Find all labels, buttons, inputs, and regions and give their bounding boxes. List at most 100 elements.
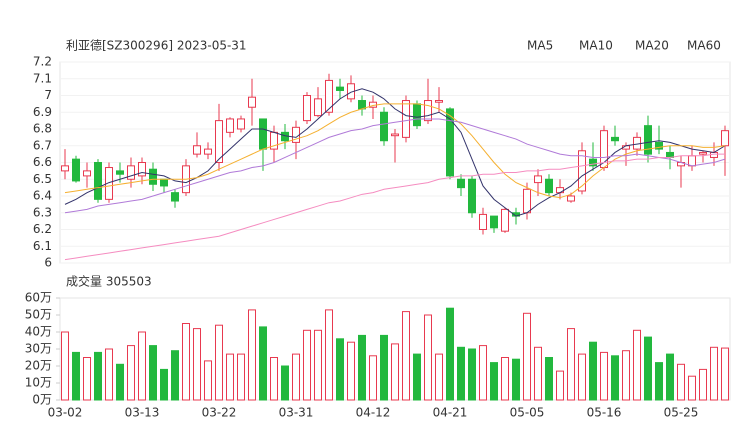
volume-bar — [127, 345, 135, 401]
candle-body — [237, 118, 245, 130]
volume-bar — [182, 323, 190, 401]
volume-bar — [721, 347, 729, 401]
volume-bar — [347, 341, 355, 401]
volume-bar — [699, 368, 707, 401]
volume-bar — [589, 341, 597, 401]
candle-body — [248, 96, 256, 108]
candle-body — [468, 178, 476, 214]
volume-bar — [292, 353, 300, 401]
y-tick-label: 6.4 — [33, 189, 52, 203]
candle-body — [204, 148, 212, 155]
volume-bar — [688, 375, 696, 401]
volume-bar — [94, 351, 102, 401]
volume-bar — [369, 355, 377, 401]
legend-label: MA5 — [527, 39, 553, 53]
candle-body — [127, 165, 135, 180]
candle-body — [435, 100, 443, 103]
x-tick-label: 04-12 — [356, 406, 391, 420]
volume-bar — [226, 353, 234, 401]
y-tick-label: 6.6 — [33, 155, 52, 169]
volume-bar — [710, 346, 718, 401]
volume-bar — [578, 353, 586, 401]
y-tick-label: 6.7 — [33, 138, 52, 152]
volume-bar — [622, 350, 630, 401]
y-tick-label: 50万 — [25, 308, 52, 322]
y-tick-label: 6.5 — [33, 172, 52, 186]
candle-body — [380, 111, 388, 142]
volume-bar — [314, 329, 322, 401]
y-tick-label: 7.2 — [33, 55, 52, 69]
candle-body — [457, 178, 465, 189]
volume-bar — [523, 312, 531, 401]
candle-body — [94, 162, 102, 200]
volume-bar — [512, 358, 520, 401]
candle-body — [490, 215, 498, 229]
y-tick-label: 6.2 — [33, 222, 52, 236]
x-tick-label: 04-21 — [433, 406, 468, 420]
candle-body — [171, 192, 179, 202]
volume-bar — [303, 329, 311, 401]
candle-body — [336, 86, 344, 91]
candle-body — [501, 208, 509, 232]
volume-bar — [424, 314, 432, 401]
volume-bar — [248, 309, 256, 401]
candle-body — [105, 167, 113, 200]
volume-bar — [666, 353, 674, 401]
candle-body — [523, 188, 531, 214]
volume-bar — [479, 345, 487, 401]
candle-body — [721, 130, 729, 147]
candle-body — [589, 158, 597, 167]
legend-label: MA60 — [687, 39, 721, 53]
y-tick-label: 60万 — [25, 291, 52, 305]
volume-bar — [193, 328, 201, 401]
candle-body — [534, 175, 542, 184]
volume-bar — [259, 326, 267, 401]
candle-body — [655, 141, 663, 150]
candle-body — [545, 178, 553, 194]
ma-line — [64, 88, 726, 217]
candle-body — [644, 125, 652, 155]
y-tick-label: 20万 — [25, 359, 52, 373]
volume-bar — [138, 331, 146, 401]
y-tick-label: 6.9 — [33, 105, 52, 119]
volume-bar — [501, 357, 509, 401]
y-tick-label: 40万 — [25, 325, 52, 339]
candle-body — [138, 162, 146, 177]
volume-bar — [72, 351, 80, 401]
volume-bar — [160, 368, 168, 401]
candle-body — [688, 155, 696, 167]
volume-bar — [105, 348, 113, 401]
volume-bar — [270, 357, 278, 401]
volume-bar — [446, 307, 454, 401]
y-tick-label: 0万 — [32, 393, 52, 407]
candle-body — [446, 108, 454, 177]
volume-bar — [413, 353, 421, 401]
legend-label: MA10 — [579, 39, 613, 53]
candle-body — [402, 100, 410, 138]
y-tick-label: 10万 — [25, 376, 52, 390]
candle-body — [325, 79, 333, 113]
y-tick-label: 7.1 — [33, 71, 52, 85]
volume-bar — [534, 346, 542, 401]
ma-line — [64, 118, 726, 214]
candle-body — [314, 98, 322, 117]
volume-bar — [567, 328, 575, 401]
candle-body — [193, 145, 201, 155]
candle-body — [424, 100, 432, 122]
candle-body — [303, 95, 311, 122]
volume-bar — [149, 345, 157, 401]
volume-bar — [237, 353, 245, 401]
volume-bar — [457, 346, 465, 401]
x-tick-label: 03-13 — [125, 406, 160, 420]
volume-bar — [171, 350, 179, 401]
y-tick-label: 6.8 — [33, 122, 52, 136]
candle-body — [72, 158, 80, 182]
candle-body — [226, 118, 234, 133]
x-tick-label: 03-31 — [279, 406, 314, 420]
volume-bar — [358, 334, 366, 401]
candle-body — [611, 136, 619, 142]
candle-body — [567, 195, 575, 202]
volume-bar — [556, 370, 564, 401]
volume-bar — [490, 362, 498, 401]
